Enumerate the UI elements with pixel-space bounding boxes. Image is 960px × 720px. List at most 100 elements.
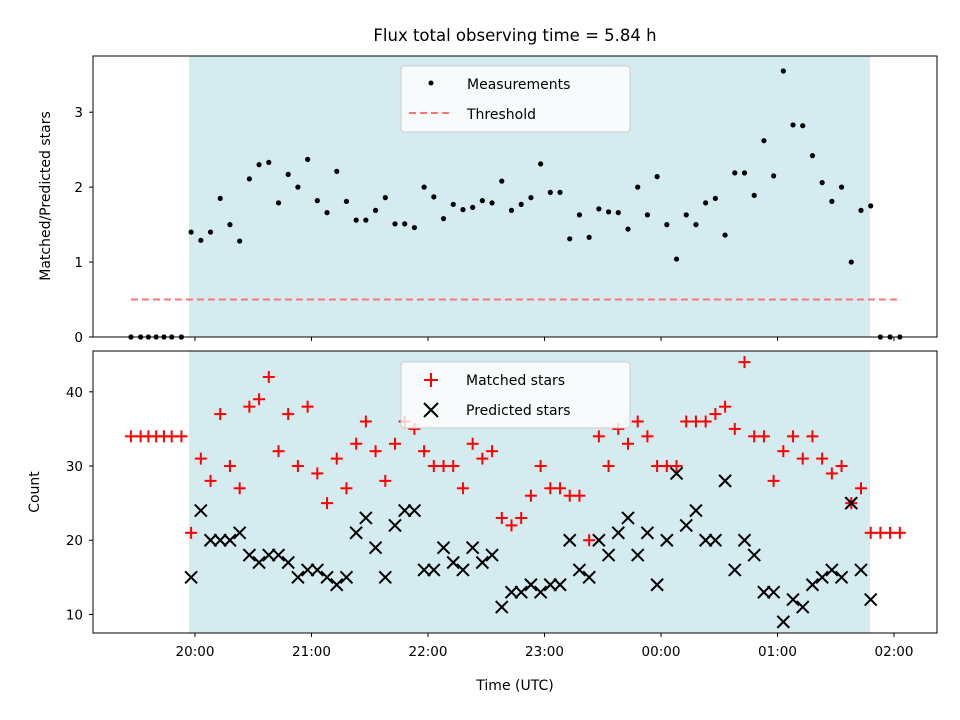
predicted-stars-point (291, 570, 305, 585)
counts-x-tick-label: 22:00 (409, 644, 448, 660)
matched-stars-point (835, 460, 848, 473)
predicted-stars-point (300, 563, 315, 577)
measurement-point (499, 178, 505, 184)
ratio-y-tick-label: 1 (74, 255, 83, 271)
matched-stars-point (243, 400, 256, 413)
predicted-stars-point (854, 563, 868, 577)
predicted-stars-point (349, 526, 363, 540)
predicted-stars-point (863, 592, 878, 607)
matched-stars-point (466, 437, 479, 450)
measurement-point (227, 222, 233, 228)
measurement-point (489, 200, 495, 206)
matched-stars-point (447, 460, 460, 473)
predicted-legend-marker (423, 402, 439, 418)
measurements-legend-label: Measurements (467, 77, 570, 93)
matched-stars-point (767, 474, 780, 487)
measurement-point (353, 217, 359, 223)
predicted-stars-point (427, 563, 441, 577)
measurement-point (625, 226, 631, 232)
matched-stars-point (670, 460, 683, 473)
measurement-point (819, 180, 825, 186)
measurement-point (771, 173, 777, 179)
predicted-stars-point (310, 563, 325, 577)
matched-stars-point (854, 482, 867, 495)
matched-stars-point (825, 467, 838, 480)
matched-stars-point (272, 445, 285, 458)
predicted-stars-point (378, 570, 392, 585)
measurement-point (751, 192, 757, 198)
matched-stars-point (728, 422, 741, 435)
matched-stars-point (185, 526, 198, 539)
matched-stars-point (301, 400, 314, 413)
predicted-stars-point (660, 533, 674, 547)
predicted-stars-point (737, 533, 752, 547)
predicted-stars-point (330, 578, 344, 592)
counts-legend-box (400, 361, 631, 429)
predicted-stars-point (689, 503, 703, 518)
measurement-point (693, 222, 699, 228)
predicted-stars-point (533, 585, 548, 599)
matched-stars-point (223, 460, 236, 473)
measurement-point (635, 184, 641, 190)
predicted-stars-point (271, 548, 286, 562)
counts-marks (124, 356, 906, 629)
predicted-stars-point (456, 563, 470, 577)
predicted-stars-point (601, 548, 616, 562)
predicted-stars-point (766, 585, 781, 599)
measurement-point (615, 210, 621, 216)
counts-x-tick-label: 20:00 (176, 644, 215, 660)
measurement-point (324, 210, 330, 216)
measurement-point (780, 68, 786, 74)
predicted-stars-point (504, 585, 519, 599)
measurement-point (596, 206, 602, 212)
predicted-stars-point (388, 518, 402, 533)
measurement-point (538, 161, 544, 167)
predicted-stars-point (184, 570, 198, 585)
matched-stars-point (554, 482, 567, 495)
threshold-legend-label: Threshold (466, 107, 536, 123)
matched-stars-point (456, 482, 469, 495)
predicted-stars-point (563, 533, 577, 547)
measurement-point (334, 168, 340, 174)
chart-title: Flux total observing time = 5.84 h (373, 26, 656, 45)
measurement-point (343, 198, 350, 204)
measurement-point (644, 212, 651, 218)
matched-stars-point (806, 430, 819, 443)
matched-stars-point (505, 519, 518, 532)
ratio-marks (128, 68, 903, 340)
predicted-stars-point (718, 474, 732, 488)
predicted-stars-point (669, 466, 684, 481)
matched-stars-point (194, 452, 207, 465)
predicted-stars-point (611, 526, 625, 540)
counts-panel: 10 20 30 40 20:00 21:00 22:00 23:00 00:00 01:00 0… (27, 350, 938, 694)
ratio-legend: Measurements Threshold (400, 65, 631, 133)
counts-x-tick-label: 01:00 (758, 644, 797, 660)
predicted-stars-point (776, 615, 791, 629)
measurement-point (703, 200, 709, 206)
matched-stars-point (573, 489, 586, 502)
matched-stars-point (719, 400, 732, 413)
measurement-point (314, 198, 320, 204)
measurement-point (741, 170, 748, 176)
predicted-stars-point (844, 496, 858, 510)
matched-stars-point (486, 445, 499, 458)
measurement-point (683, 212, 689, 218)
predicted-stars-point (436, 540, 451, 555)
matched-stars-point (495, 511, 508, 524)
measurement-point (402, 221, 408, 227)
measurement-point (673, 256, 680, 262)
counts-y-tick-label: 30 (66, 459, 83, 475)
measurement-point (567, 236, 573, 242)
matched-stars-point (777, 445, 790, 458)
measurement-point (829, 198, 835, 204)
matched-stars-point (816, 452, 829, 465)
predicted-stars-point (194, 503, 208, 518)
predicted-stars-point (553, 578, 567, 592)
predicted-stars-point (815, 570, 829, 585)
matched-stars-point (534, 460, 547, 473)
matched-stars-point (738, 356, 751, 369)
predicted-stars-point (465, 540, 480, 555)
predicted-stars-point (786, 592, 800, 607)
matched-stars-point (592, 430, 605, 443)
